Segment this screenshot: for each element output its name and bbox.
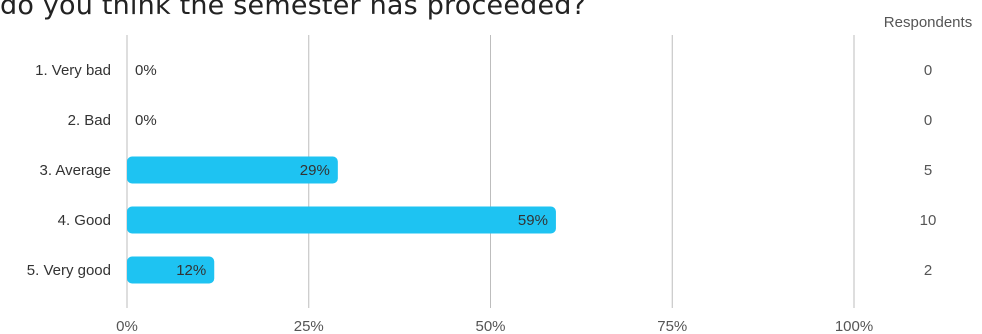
- category-label: 1. Very bad: [35, 62, 111, 79]
- x-tick-label: 0%: [116, 318, 138, 334]
- x-tick-label: 100%: [835, 318, 873, 334]
- data-label: 12%: [176, 262, 206, 279]
- data-label: 0%: [135, 62, 157, 79]
- bar: [127, 156, 338, 184]
- category-label: 5. Very good: [27, 262, 111, 279]
- respondent-count: 5: [924, 162, 932, 179]
- category-label: 3. Average: [40, 162, 111, 179]
- data-label: 59%: [518, 212, 548, 229]
- category-label: 4. Good: [58, 212, 111, 229]
- x-tick-label: 25%: [294, 318, 324, 334]
- respondents-header: Respondents: [884, 14, 972, 31]
- respondent-count: 2: [924, 262, 932, 279]
- respondent-count: 0: [924, 62, 932, 79]
- data-label: 0%: [135, 112, 157, 129]
- bar: [127, 206, 556, 234]
- bars: [127, 156, 556, 284]
- category-label: 2. Bad: [68, 112, 111, 129]
- data-label: 29%: [300, 162, 330, 179]
- chart-title: do you think the semester has proceeded?: [0, 0, 587, 21]
- x-tick-label: 50%: [475, 318, 505, 334]
- x-tick-label: 75%: [657, 318, 687, 334]
- respondent-count: 0: [924, 112, 932, 129]
- bar: [127, 256, 215, 284]
- respondent-count: 10: [920, 212, 937, 229]
